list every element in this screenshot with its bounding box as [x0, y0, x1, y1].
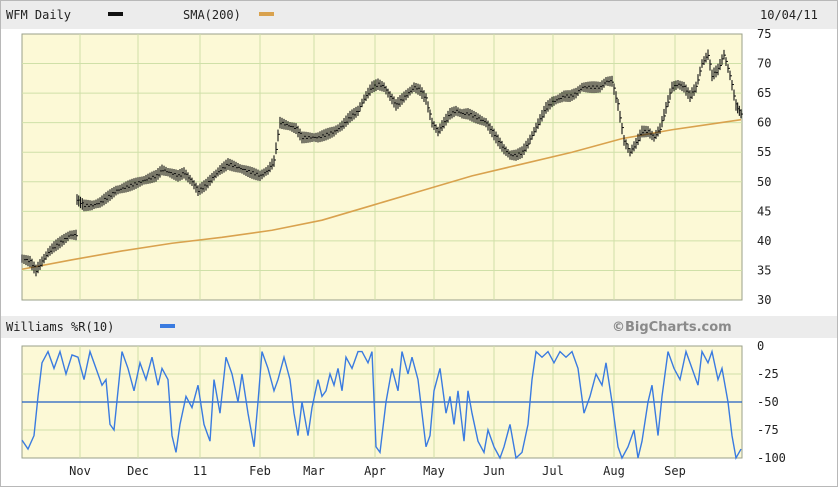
williams-tick-label: -100 [757, 451, 786, 465]
williams-tick-label: 0 [757, 339, 764, 353]
x-tick-label: Dec [127, 464, 149, 478]
sma-legend-swatch [259, 12, 274, 16]
williams-panel: 0 -25 -50 -75 -100 [21, 339, 786, 465]
x-tick-label: Apr [364, 464, 386, 478]
price-tick-label: 70 [757, 57, 771, 71]
price-plot-area [21, 33, 743, 301]
x-tick-label: Aug [603, 464, 625, 478]
price-header [1, 1, 837, 29]
williams-legend-swatch [160, 324, 175, 328]
x-tick-label: Mar [303, 464, 325, 478]
sma-label: SMA(200) [183, 8, 241, 22]
price-legend-swatch [108, 12, 123, 16]
x-tick-label: Nov [69, 464, 91, 478]
sma-line [21, 118, 742, 271]
price-tick-label: 35 [757, 263, 771, 277]
williams-line [21, 349, 742, 461]
price-tick-label: 75 [757, 27, 771, 41]
price-tick-label: 50 [757, 175, 771, 189]
williams-y-axis: 0 -25 -50 -75 -100 [757, 339, 786, 465]
indicator-header [1, 316, 837, 338]
price-tick-label: 30 [757, 293, 771, 307]
price-tick-label: 40 [757, 234, 771, 248]
x-tick-label: Jun [483, 464, 505, 478]
price-panel: 30 35 40 45 50 55 60 65 70 75 [21, 27, 771, 307]
indicator-label: Williams %R(10) [6, 320, 114, 334]
price-tick-label: 65 [757, 86, 771, 100]
brand-label: ©BigCharts.com [612, 320, 732, 335]
x-tick-label: Sep [664, 464, 686, 478]
williams-tick-label: -75 [757, 423, 779, 437]
williams-tick-label: -25 [757, 367, 779, 381]
price-bars [21, 49, 743, 277]
x-tick-label: Jul [542, 464, 564, 478]
williams-tick-label: -50 [757, 395, 779, 409]
x-tick-label: 11 [193, 464, 207, 478]
x-tick-label: May [423, 464, 445, 478]
price-grid [22, 34, 742, 300]
price-y-axis: 30 35 40 45 50 55 60 65 70 75 [757, 27, 771, 307]
price-tick-label: 60 [757, 116, 771, 130]
price-tick-label: 45 [757, 204, 771, 218]
symbol-label: WFM Daily [6, 8, 71, 22]
chart-date: 10/04/11 [760, 8, 818, 22]
x-tick-label: Feb [249, 464, 271, 478]
x-axis: Nov Dec 11 Feb Mar Apr May Jun Jul Aug Sep [69, 464, 686, 478]
price-tick-label: 55 [757, 145, 771, 159]
